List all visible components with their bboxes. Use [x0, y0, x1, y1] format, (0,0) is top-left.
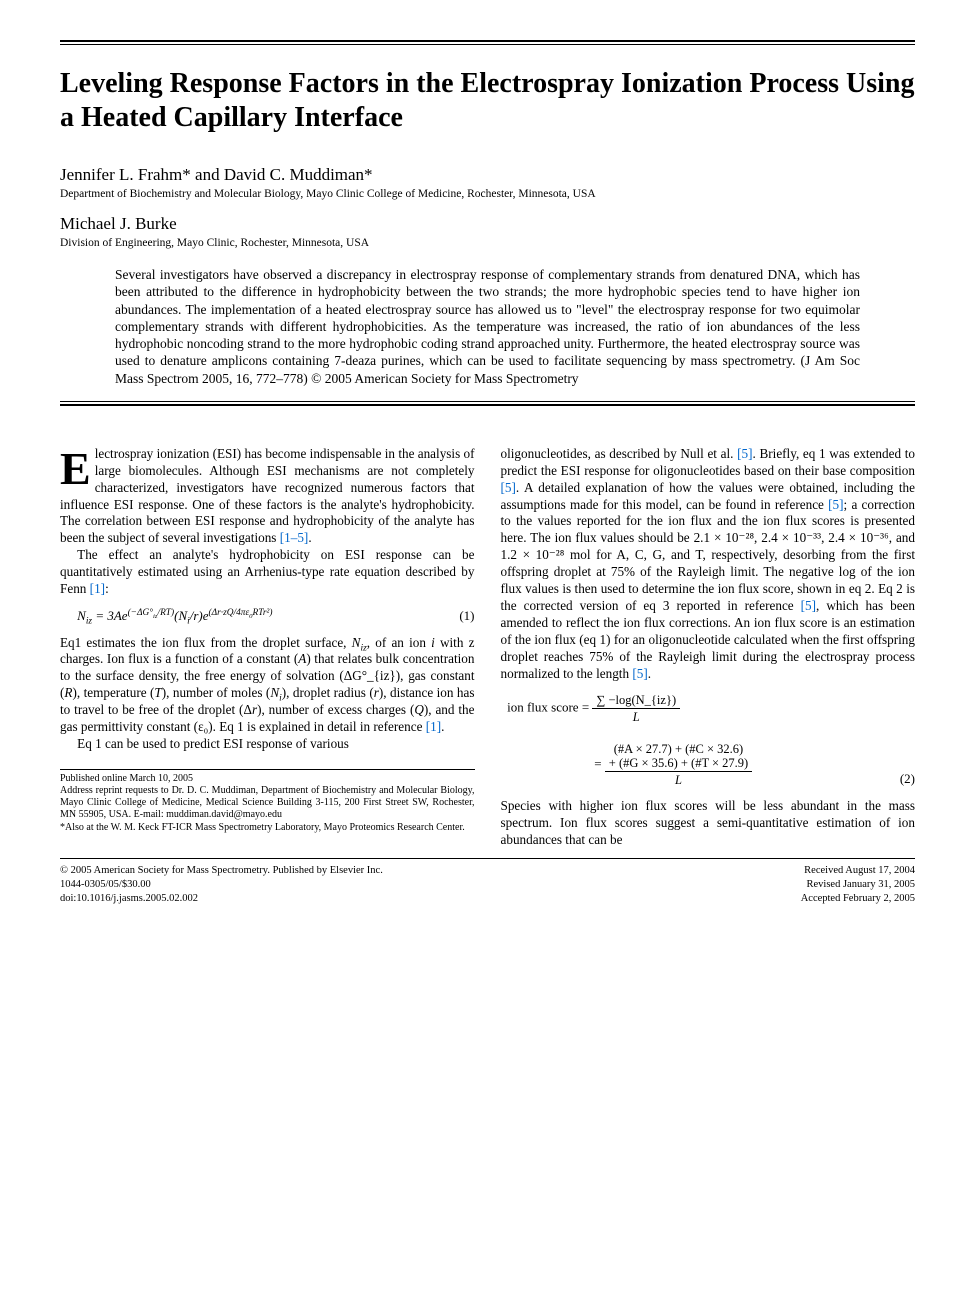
accepted-date: Accepted February 2, 2005 — [801, 892, 915, 906]
equation-2-body: ion flux score = ∑ −log(N_{iz}) L = (#A … — [507, 692, 885, 787]
copyright-line: © 2005 American Society for Mass Spectro… — [60, 864, 383, 878]
paragraph-4: Eq 1 can be used to predict ESI response… — [60, 736, 475, 753]
eq2-line1-den: L — [633, 710, 640, 724]
eq2-line2-num-a: (#A × 27.7) + (#C × 32.6) — [614, 742, 743, 756]
ref-link-5d[interactable]: [5] — [801, 598, 816, 613]
dropcap: E — [60, 446, 95, 489]
eq2-line2-den: L — [675, 773, 682, 787]
p3g: ), droplet radius ( — [282, 685, 374, 700]
footnote-rule — [60, 769, 475, 770]
abstract-bottom-rule — [60, 401, 915, 406]
p1-tail: . — [308, 530, 311, 545]
paragraph-6: Species with higher ion flux scores will… — [501, 798, 916, 849]
ref-link-5e[interactable]: [5] — [632, 666, 647, 681]
p3i-i: Q — [414, 702, 424, 717]
revised-date: Revised January 31, 2005 — [801, 878, 915, 892]
column-left: Electrospray ionization (ESI) has become… — [60, 446, 475, 849]
footnote-published: Published online March 10, 2005 — [60, 773, 475, 785]
pub-footer-right: Received August 17, 2004 Revised January… — [801, 864, 915, 905]
paragraph-1: Electrospray ionization (ESI) has become… — [60, 446, 475, 547]
author-block-2: Michael J. Burke Division of Engineering… — [60, 214, 915, 250]
eq2-line2-num-b: + (#G × 35.6) + (#T × 27.9) — [609, 756, 748, 770]
equation-1-number: (1) — [445, 608, 475, 625]
ref-link-1-5[interactable]: [1–5] — [280, 530, 309, 545]
paragraph-3: Eq1 estimates the ion flux from the drop… — [60, 635, 475, 736]
equation-2-number: (2) — [885, 771, 915, 788]
p2-tail: : — [105, 581, 109, 596]
body-columns: Electrospray ionization (ESI) has become… — [60, 446, 915, 849]
p3i: ), number of excess charges ( — [257, 702, 414, 717]
publication-footer: © 2005 American Society for Mass Spectro… — [60, 864, 915, 905]
p3e: ), temperature ( — [72, 685, 154, 700]
footnote-star: *Also at the W. M. Keck FT-ICR Mass Spec… — [60, 822, 475, 834]
footnote-reprint: Address reprint requests to Dr. D. C. Mu… — [60, 785, 475, 822]
ref-link-1b[interactable]: [1] — [426, 719, 441, 734]
p3-tail: . — [441, 719, 444, 734]
article-title: Leveling Response Factors in the Electro… — [60, 67, 915, 135]
column-right: oligonucleotides, as described by Null e… — [501, 446, 916, 849]
top-rule — [60, 40, 915, 45]
pub-footer-left: © 2005 American Society for Mass Spectro… — [60, 864, 383, 905]
footer-rule — [60, 858, 915, 859]
author-names-1: Jennifer L. Frahm* and David C. Muddiman… — [60, 165, 915, 185]
author-names-2: Michael J. Burke — [60, 214, 915, 234]
p3a: Eq1 estimates the ion flux from the drop… — [60, 635, 352, 650]
author-affiliation-2: Division of Engineering, Mayo Clinic, Ro… — [60, 236, 915, 250]
author-affiliation-1: Department of Biochemistry and Molecular… — [60, 187, 915, 201]
eq2-label: ion flux score — [507, 700, 578, 715]
p5-tail: . — [648, 666, 651, 681]
paragraph-2: The effect an analyte's hydrophobicity o… — [60, 547, 475, 598]
doi-line: doi:10.1016/j.jasms.2005.02.002 — [60, 892, 383, 906]
abstract-text: Several investigators have observed a di… — [115, 266, 860, 387]
equation-1-body: Niz = 3Ae(−ΔG°iz/RT)(Ni/r)e(Δr·zQ/4πε0RT… — [77, 608, 444, 625]
p3f: ), number of moles ( — [162, 685, 271, 700]
equation-1: Niz = 3Ae(−ΔG°iz/RT)(Ni/r)e(Δr·zQ/4πε0RT… — [77, 608, 474, 625]
footnotes-block: Published online March 10, 2005 Address … — [60, 769, 475, 834]
p5a: oligonucleotides, as described by Null e… — [501, 446, 738, 461]
ref-link-5a[interactable]: [5] — [737, 446, 752, 461]
ref-link-5c[interactable]: [5] — [828, 497, 843, 512]
author-block-1: Jennifer L. Frahm* and David C. Muddiman… — [60, 165, 915, 201]
p2-text: The effect an analyte's hydrophobicity o… — [60, 547, 475, 596]
ref-link-5b[interactable]: [5] — [501, 480, 516, 495]
equation-2: ion flux score = ∑ −log(N_{iz}) L = (#A … — [507, 692, 915, 787]
ref-link-1a[interactable]: [1] — [90, 581, 105, 596]
eq2-line1-num: ∑ −log(N_{iz}) — [592, 692, 680, 709]
received-date: Received August 17, 2004 — [801, 864, 915, 878]
issn-price-line: 1044-0305/05/$30.00 — [60, 878, 383, 892]
paragraph-5: oligonucleotides, as described by Null e… — [501, 446, 916, 682]
p5d: ; a correction to the values reported fo… — [501, 497, 916, 613]
p1-text: lectrospray ionization (ESI) has become … — [60, 446, 475, 545]
p3e-i: T — [154, 685, 161, 700]
p3b: , of an ion — [367, 635, 431, 650]
